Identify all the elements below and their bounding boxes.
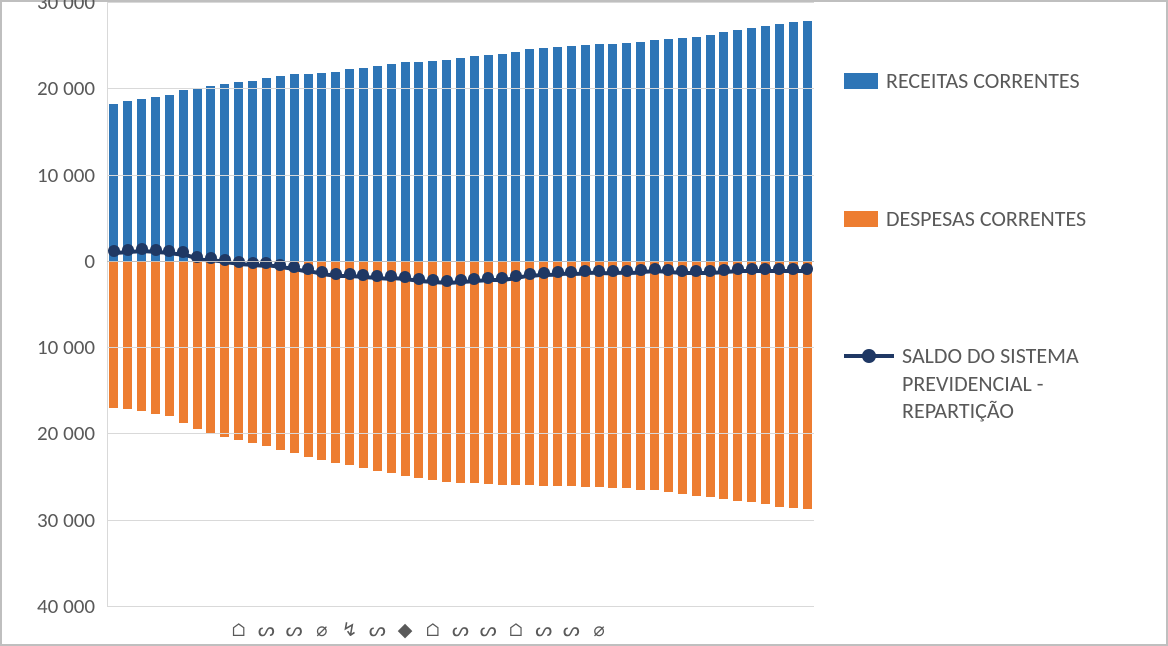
line-layer xyxy=(107,2,814,606)
y-tick-label: 20 000 xyxy=(37,420,95,446)
y-tick-label: 40 000 xyxy=(37,593,95,619)
legend-item-despesas: DESPESAS CORRENTES xyxy=(844,205,1144,233)
saldo-marker xyxy=(330,268,342,280)
saldo-marker xyxy=(496,272,508,284)
saldo-marker xyxy=(704,265,716,277)
saldo-marker xyxy=(247,257,259,269)
saldo-marker xyxy=(718,264,730,276)
y-tick-label: 30 000 xyxy=(37,0,95,15)
saldo-marker xyxy=(676,265,688,277)
legend-item-saldo: SALDO DO SISTEMA PREVIDENCIAL - REPARTIÇ… xyxy=(844,342,1144,425)
gridline xyxy=(107,175,814,176)
legend-label-despesas: DESPESAS CORRENTES xyxy=(886,205,1086,233)
saldo-marker xyxy=(427,274,439,286)
saldo-marker xyxy=(357,269,369,281)
saldo-marker xyxy=(413,273,425,285)
plot-area xyxy=(107,2,814,606)
saldo-marker xyxy=(759,263,771,275)
saldo-marker xyxy=(385,270,397,282)
gridline xyxy=(107,520,814,521)
saldo-marker xyxy=(260,257,272,269)
y-axis: 30 000 20 000 10 000 0 10 000 20 000 30 000 40 … xyxy=(2,2,107,644)
saldo-marker xyxy=(316,266,328,278)
x-tick-stub: ◆ xyxy=(398,619,413,642)
x-tick-stub: ᔕ xyxy=(369,619,386,642)
legend-swatch-receitas xyxy=(844,73,878,89)
x-tick-stub: ᔕ xyxy=(452,619,469,642)
legend-label-saldo: SALDO DO SISTEMA PREVIDENCIAL - REPARTIÇ… xyxy=(902,342,1144,425)
x-axis: ⌂ᔕᔕ⌀↯ᔕ◆⌂ᔕᔕ⌂ᔕᔕ⌀ xyxy=(107,606,814,644)
saldo-marker xyxy=(607,265,619,277)
x-tick-stub: ᔕ xyxy=(563,619,580,642)
x-tick-stub: ⌀ xyxy=(316,619,327,642)
saldo-marker xyxy=(205,252,217,264)
x-tick-stub: ᔕ xyxy=(286,619,303,642)
saldo-marker xyxy=(662,264,674,276)
saldo-marker xyxy=(690,265,702,277)
saldo-marker xyxy=(468,273,480,285)
saldo-marker xyxy=(524,268,536,280)
saldo-marker xyxy=(150,244,162,256)
saldo-marker xyxy=(635,264,647,276)
saldo-marker xyxy=(579,265,591,277)
gridline xyxy=(107,2,814,3)
saldo-marker xyxy=(122,244,134,256)
x-tick-stub: ᔕ xyxy=(258,619,275,642)
saldo-marker xyxy=(746,263,758,275)
saldo-marker xyxy=(455,274,467,286)
saldo-marker xyxy=(302,263,314,275)
saldo-marker xyxy=(371,270,383,282)
saldo-marker xyxy=(565,266,577,278)
saldo-marker xyxy=(136,243,148,255)
saldo-marker xyxy=(399,271,411,283)
x-tick-stub: ⌂ xyxy=(508,619,525,642)
saldo-marker xyxy=(649,263,661,275)
saldo-marker xyxy=(177,246,189,258)
chart-frame: 30 000 20 000 10 000 0 10 000 20 000 30 000 40 … xyxy=(0,0,1168,646)
y-tick-label: 30 000 xyxy=(37,507,95,533)
legend-swatch-despesas xyxy=(844,211,878,227)
saldo-marker xyxy=(482,272,494,284)
saldo-marker xyxy=(108,245,120,257)
x-tick-stub: ⌂ xyxy=(230,619,247,642)
saldo-marker xyxy=(593,265,605,277)
x-tick-stub: ↯ xyxy=(342,619,358,642)
legend-label-receitas: RECEITAS CORRENTES xyxy=(886,67,1080,95)
gridline xyxy=(107,347,814,348)
legend-swatch-saldo xyxy=(844,348,894,364)
y-tick-label: 10 000 xyxy=(37,334,95,360)
saldo-marker xyxy=(552,266,564,278)
saldo-marker xyxy=(344,268,356,280)
saldo-marker xyxy=(732,263,744,275)
gridline xyxy=(107,433,814,434)
x-tick-stub: ⌂ xyxy=(424,619,441,642)
gridline xyxy=(107,261,814,262)
saldo-marker xyxy=(621,265,633,277)
gridline xyxy=(107,88,814,89)
legend-item-receitas: RECEITAS CORRENTES xyxy=(844,67,1144,95)
plot-wrap: ⌂ᔕᔕ⌀↯ᔕ◆⌂ᔕᔕ⌂ᔕᔕ⌀ xyxy=(107,2,814,644)
y-tick-label: 0 xyxy=(84,248,95,274)
legend: RECEITAS CORRENTES DESPESAS CORRENTES SA… xyxy=(814,2,1156,644)
saldo-marker xyxy=(538,267,550,279)
saldo-marker xyxy=(288,261,300,273)
saldo-marker xyxy=(510,270,522,282)
saldo-marker xyxy=(801,263,813,275)
saldo-marker xyxy=(773,263,785,275)
x-tick-stub: ᔕ xyxy=(480,619,497,642)
saldo-marker xyxy=(163,245,175,257)
y-tick-label: 20 000 xyxy=(37,75,95,101)
saldo-marker xyxy=(441,275,453,287)
x-tick-stub: ⌀ xyxy=(593,619,604,642)
x-tick-stub: ᔕ xyxy=(535,619,552,642)
saldo-marker xyxy=(787,263,799,275)
y-tick-label: 10 000 xyxy=(37,162,95,188)
